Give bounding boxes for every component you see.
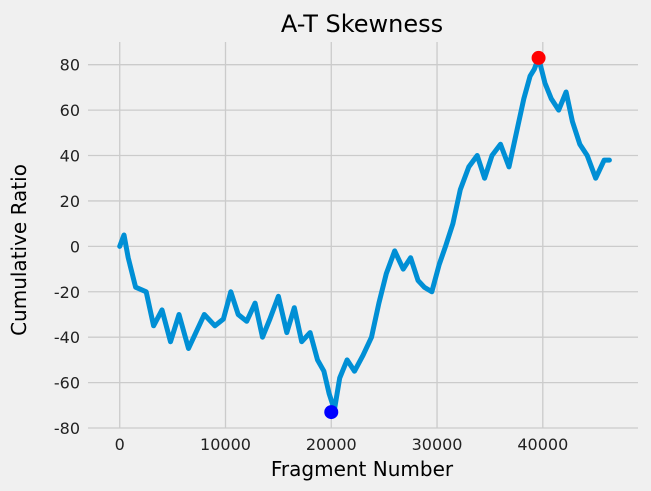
- y-tick-label: -40: [54, 328, 80, 347]
- plot-area: [117, 50, 612, 420]
- x-tick-label: 10000: [200, 435, 251, 454]
- y-tick-label: -20: [54, 283, 80, 302]
- y-tick-label: 60: [60, 101, 80, 120]
- x-tick-label: 20000: [306, 435, 357, 454]
- y-axis-label: Cumulative Ratio: [7, 164, 31, 336]
- y-tick-label: 20: [60, 192, 80, 211]
- y-tick-label: -60: [54, 374, 80, 393]
- tick-labels: 0 10000 20000 30000 40000 -80 -60 -40 -20 0 20 40 60…: [54, 56, 568, 454]
- y-tick-label: 40: [60, 147, 80, 166]
- x-axis-label: Fragment Number: [271, 457, 454, 481]
- y-tick-label: 80: [60, 56, 80, 75]
- chart-title: A-T Skewness: [281, 10, 443, 38]
- x-tick-label: 40000: [517, 435, 568, 454]
- extreme-point-marker: [531, 50, 546, 65]
- x-tick-label: 30000: [412, 435, 463, 454]
- x-tick-label: 0: [115, 435, 125, 454]
- gridlines: [88, 42, 638, 429]
- y-tick-label: 0: [70, 237, 80, 256]
- series-line: [117, 55, 612, 413]
- extreme-point-marker: [324, 405, 339, 420]
- y-tick-label: -80: [54, 419, 80, 438]
